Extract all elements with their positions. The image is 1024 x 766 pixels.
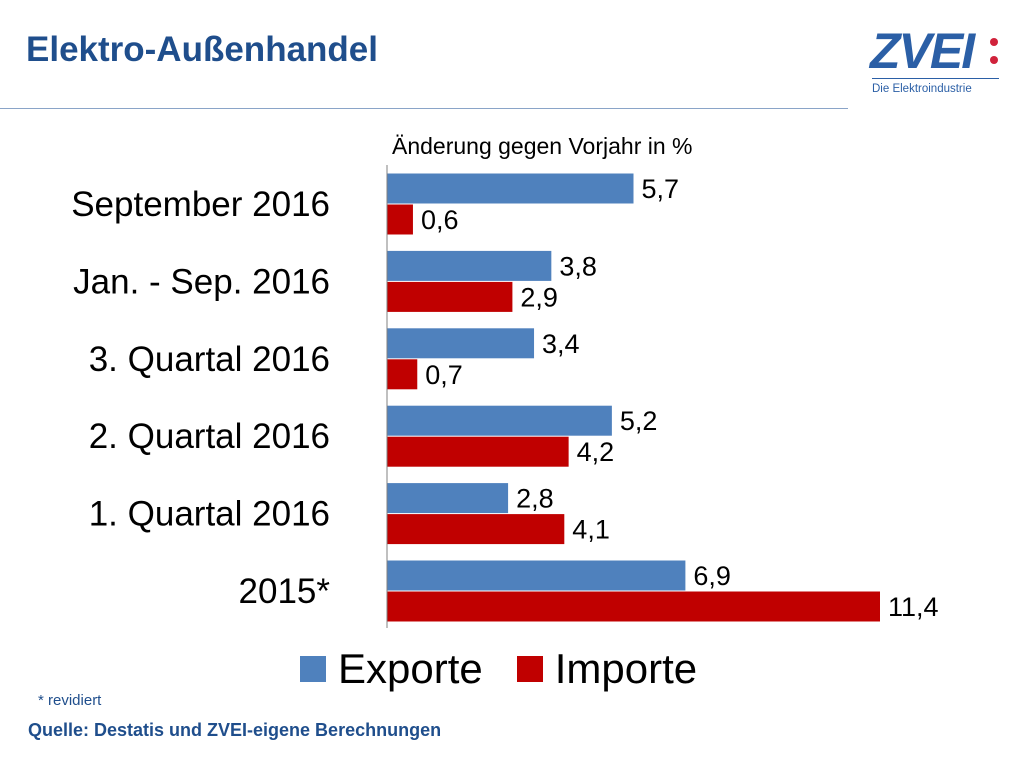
bar-exporte (387, 405, 612, 436)
data-label: 4,1 (572, 515, 610, 545)
data-label: 5,7 (642, 174, 680, 204)
data-label: 4,2 (577, 437, 615, 467)
data-label: 11,4 (888, 592, 939, 622)
data-label: 2,8 (516, 484, 554, 514)
data-label: 0,6 (421, 205, 459, 235)
chart-title: Änderung gegen Vorjahr in % (392, 133, 693, 159)
bar-importe (387, 514, 565, 545)
bar-importe (387, 436, 569, 467)
footnote: * revidiert (38, 692, 102, 709)
legend-swatch-importe (516, 656, 543, 682)
legend: Exporte Importe (300, 645, 731, 693)
bar-exporte (387, 173, 634, 204)
legend-item-exporte: Exporte (300, 645, 483, 693)
bar-exporte (387, 560, 686, 591)
data-label: 6,9 (693, 561, 731, 591)
category-label: 2015* (239, 572, 331, 611)
zvei-logo: ZVEI Die Elektroindustrie (870, 26, 1005, 98)
legend-label: Exporte (338, 645, 483, 692)
bar-importe (387, 281, 513, 312)
category-label: September 2016 (71, 185, 330, 224)
data-label: 3,8 (559, 251, 597, 281)
title-divider (0, 108, 848, 109)
legend-swatch-exporte (300, 656, 326, 682)
data-label: 2,9 (520, 282, 558, 312)
data-label: 3,4 (542, 329, 580, 359)
bar-exporte (387, 328, 535, 359)
data-label: 5,2 (620, 406, 658, 436)
bar-importe (387, 359, 418, 390)
bar-importe (387, 204, 413, 235)
bar-exporte (387, 483, 509, 514)
bar-importe (387, 591, 880, 622)
legend-item-importe: Importe (516, 645, 698, 693)
bar-exporte (387, 250, 552, 281)
category-label: 3. Quartal 2016 (89, 340, 330, 379)
category-label: 1. Quartal 2016 (89, 495, 330, 534)
category-label: Jan. - Sep. 2016 (73, 262, 330, 301)
source-note: Quelle: Destatis und ZVEI-eigene Berechn… (28, 720, 442, 740)
data-label: 0,7 (425, 360, 463, 390)
category-label: 2. Quartal 2016 (89, 417, 330, 456)
page-title: Elektro-Außenhandel (26, 30, 378, 69)
legend-label: Importe (554, 645, 698, 692)
